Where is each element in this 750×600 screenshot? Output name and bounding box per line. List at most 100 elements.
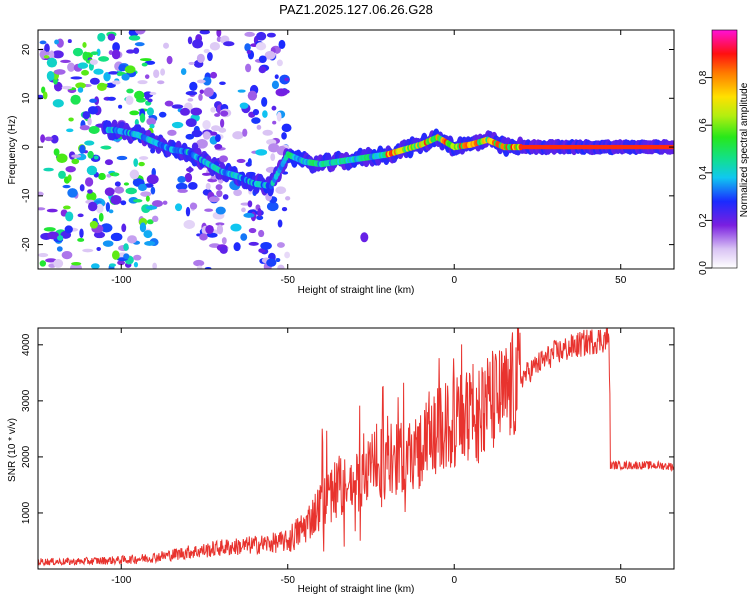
spectrogram-noise-blob bbox=[160, 68, 166, 76]
spectrogram-noise-blob bbox=[75, 82, 86, 89]
spectrogram-noise-blob bbox=[134, 118, 139, 126]
spectrogram-noise-blob bbox=[67, 62, 75, 72]
spectrogram-noise-blob bbox=[129, 169, 140, 180]
spectrogram-noise-blob bbox=[79, 228, 84, 239]
snr-x-tick-label: 0 bbox=[451, 575, 457, 586]
spectrogram-noise-blob bbox=[196, 265, 203, 269]
snr-frame bbox=[37, 327, 675, 570]
spectrogram-noise-blob bbox=[266, 201, 279, 212]
spectrogram-noise-blob bbox=[61, 250, 73, 260]
spectrogram-noise-blob bbox=[43, 167, 54, 172]
spectrogram-noise-blob bbox=[190, 107, 203, 116]
spectrogram-noise-blob bbox=[247, 90, 258, 101]
spectrogram-noise-blob bbox=[79, 184, 85, 192]
spectrogram-noise-blob bbox=[215, 206, 226, 215]
spectrogram-noise-blob bbox=[202, 120, 211, 130]
spectrogram-noise-blob bbox=[209, 131, 218, 136]
spectrogram-noise-blob bbox=[275, 186, 287, 194]
spectrogram-noise-blob bbox=[210, 71, 218, 79]
spectrogram-x-tick-label: 50 bbox=[615, 275, 627, 286]
spectrogram-noise-blob bbox=[199, 89, 205, 94]
spectrogram-noise-blob bbox=[38, 207, 46, 211]
spectrogram-noise-blob bbox=[120, 200, 127, 206]
spectrogram-noise-blob bbox=[216, 224, 224, 235]
spectrogram-noise-blob bbox=[134, 30, 146, 35]
spectrogram-noise-blob bbox=[38, 191, 44, 197]
colorbar-tick-label: 0.2 bbox=[698, 213, 709, 227]
spectrogram-noise-blob bbox=[96, 203, 104, 214]
spectrogram-noise-blob bbox=[141, 62, 148, 67]
spectrogram-noise-blob bbox=[50, 134, 59, 144]
spectrogram-noise-blob bbox=[53, 69, 66, 75]
spectrogram-noise-blob bbox=[129, 110, 140, 116]
spectrogram-noise-blob bbox=[87, 106, 99, 115]
spectrogram-noise-blob bbox=[46, 208, 58, 213]
snr-y-tick-label: 2000 bbox=[21, 445, 32, 468]
spectrogram-noise-blob bbox=[198, 93, 203, 101]
spectrogram-noise-blob bbox=[123, 182, 130, 186]
spectrogram-noise-blob bbox=[53, 259, 64, 268]
spectrogram-noise-blob bbox=[261, 97, 268, 107]
snr-y-tick-label: 4000 bbox=[21, 333, 32, 356]
figure-title: PAZ1.2025.127.06.26.G28 bbox=[279, 2, 433, 17]
spectrogram-noise-blob bbox=[64, 225, 73, 234]
spectrogram-noise-blob bbox=[96, 246, 101, 251]
spectrogram-noise-blob bbox=[77, 87, 84, 93]
spectrogram-noise-blob bbox=[192, 39, 204, 49]
spectrogram-noise-blob bbox=[268, 143, 280, 153]
spectrogram-noise-blob bbox=[262, 129, 273, 136]
spectrogram-noise-blob bbox=[266, 32, 276, 38]
spectrogram-noise-blob bbox=[67, 39, 72, 44]
spectrogram-noise-blob bbox=[216, 190, 223, 198]
spectrogram-noise-blob bbox=[79, 144, 86, 154]
snr-y-tick-label: 3000 bbox=[21, 389, 32, 412]
spectrogram-noise-blob bbox=[41, 86, 46, 94]
spectrogram-noise-blob bbox=[177, 188, 188, 193]
spectrogram-noise-blob bbox=[191, 129, 203, 138]
spectrogram-noise-blob bbox=[77, 62, 89, 69]
spectrogram-noise-blob bbox=[207, 52, 213, 62]
spectrogram-noise-blob bbox=[89, 59, 98, 65]
spectrogram-noise-blob bbox=[90, 51, 99, 56]
spectrogram-noise-blob bbox=[52, 50, 64, 59]
spectrogram-noise-blob bbox=[199, 233, 208, 241]
spectrogram-noise-blob bbox=[166, 55, 173, 65]
spectrogram-noise-blob bbox=[123, 243, 129, 251]
spectrogram-noise-blob bbox=[108, 71, 119, 75]
spectrogram-noise-blob bbox=[127, 235, 138, 244]
spectrogram-noise-blob bbox=[185, 206, 191, 217]
spectrogram-noise-blob bbox=[89, 220, 98, 229]
spectrogram-noise-blob bbox=[40, 134, 46, 143]
snr-panel: -100 -50 0 50 1000 2000 3000 4000 Height of str… bbox=[7, 327, 675, 595]
spectrogram-noise-blob bbox=[240, 233, 248, 241]
spectrogram-noise-blob bbox=[139, 222, 147, 233]
spectrogram-noise-blob bbox=[43, 227, 56, 232]
spectrogram-noise-blob bbox=[210, 107, 216, 113]
spectrogram-y-label: Frequency (Hz) bbox=[7, 116, 18, 185]
spectrogram-noise-blob bbox=[183, 219, 196, 229]
spectrogram-noise-blob bbox=[214, 113, 221, 117]
spectrogram-noise-blob bbox=[84, 177, 94, 187]
spectrogram-noise-blob bbox=[138, 156, 149, 160]
spectrogram-noise-blob bbox=[86, 165, 98, 176]
spectrogram-noise-blob bbox=[162, 200, 168, 205]
spectrogram-noise-blob bbox=[112, 42, 120, 52]
spectrogram-noise-blob bbox=[97, 32, 106, 42]
spectrogram-noise-blob bbox=[66, 128, 74, 133]
spectrogram-noise-blob bbox=[58, 170, 66, 179]
spectrogram-noise-blob bbox=[124, 65, 136, 74]
spectrogram-noise-blob bbox=[258, 229, 265, 238]
spectrogram-noise-blob bbox=[61, 85, 73, 90]
spectrogram-noise-blob bbox=[199, 30, 210, 35]
spectrogram-noise-blob bbox=[111, 49, 121, 60]
spectrogram-noise-blob bbox=[171, 104, 184, 109]
spectrogram-noise-blob bbox=[246, 49, 252, 55]
spectrogram-noise-blob bbox=[156, 80, 165, 85]
spectrogram-noise-blob bbox=[215, 222, 225, 226]
spectrogram-noise-blob bbox=[112, 250, 120, 260]
spectrogram-noise-blob bbox=[272, 120, 277, 125]
spectrogram-noise-blob bbox=[202, 131, 211, 140]
spectrogram-noise-blob bbox=[214, 143, 223, 150]
spectrogram-noise-blob bbox=[82, 248, 94, 253]
